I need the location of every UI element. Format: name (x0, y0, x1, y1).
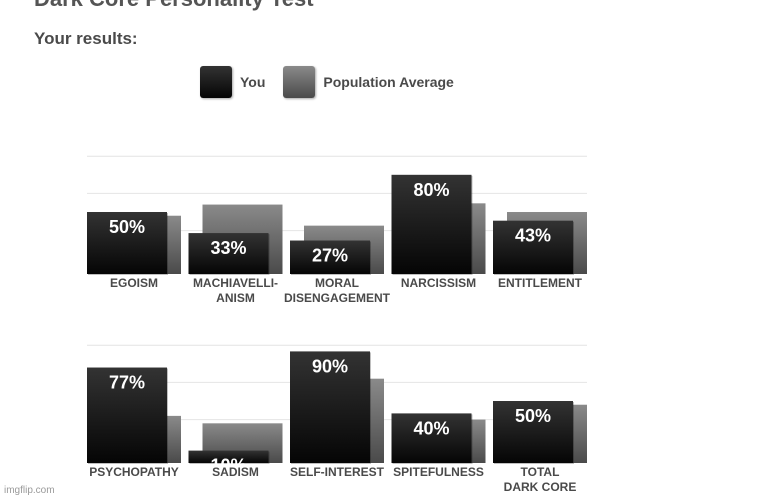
watermark: imgflip.com (4, 485, 55, 496)
category-label: MACHIAVELLI- (193, 276, 278, 290)
results-heading: Your results: (34, 29, 138, 48)
you-bar-value-label: 90% (312, 356, 348, 376)
you-bar-value-label: 10% (210, 456, 246, 476)
you-bar (290, 240, 370, 274)
you-bar-value-label: 80% (413, 180, 449, 200)
category-label: SELF-INTEREST (290, 465, 385, 479)
legend-item-population-average: Population Average (283, 66, 454, 98)
category-label: TOTAL (521, 465, 560, 479)
you-bar-value-label: 77% (109, 373, 145, 393)
you-bar (391, 174, 472, 274)
category-label: ENTITLEMENT (498, 276, 583, 290)
you-bar (290, 351, 370, 463)
you-bar (87, 212, 167, 274)
chart-legend: You Population Average (200, 64, 472, 100)
you-bar-value-label: 43% (515, 226, 551, 246)
page-title: Dark Core Personality Test (34, 0, 314, 12)
you-bar-value-label: 33% (210, 238, 246, 258)
you-bar-value-label: 50% (515, 406, 551, 426)
you-bar (493, 220, 573, 274)
legend-item-you: You (200, 66, 265, 98)
category-label: PSYCHOPATHY (89, 465, 179, 479)
you-bar-value-label: 27% (312, 246, 348, 266)
category-label: ANISM (216, 291, 255, 305)
you-bar (188, 450, 269, 463)
you-bar (87, 367, 167, 463)
you-bar (493, 401, 573, 463)
you-bar-value-label: 40% (413, 418, 449, 438)
category-label: NARCISSISM (401, 276, 476, 290)
category-label: MORAL (315, 276, 359, 290)
legend-label-you: You (240, 74, 266, 90)
you-bar (188, 233, 269, 274)
category-label: EGOISM (110, 276, 158, 290)
legend-swatch-population-average (283, 66, 316, 98)
category-label: SPITEFULNESS (393, 465, 484, 479)
category-label: DARK CORE (504, 480, 577, 494)
category-label: DISENGAGEMENT (284, 291, 391, 305)
you-bar (391, 413, 472, 463)
category-label: SADISM (212, 465, 259, 479)
legend-label-population-average: Population Average (323, 74, 454, 90)
you-bar-value-label: 50% (109, 217, 145, 237)
legend-swatch-you (200, 66, 232, 98)
